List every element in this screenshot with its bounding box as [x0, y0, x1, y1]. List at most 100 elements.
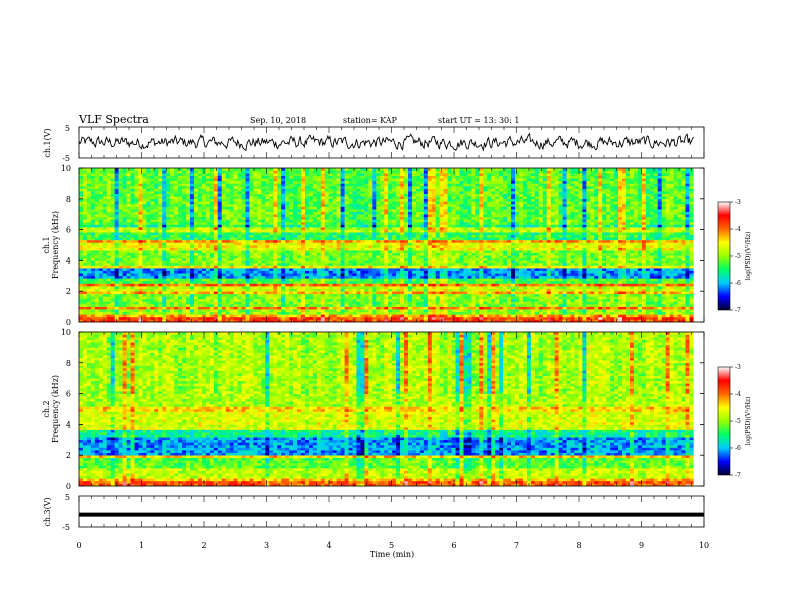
- spectrogram-cell: [392, 245, 397, 248]
- spectrogram-cell: [443, 283, 448, 287]
- spectrogram-cell: [90, 283, 96, 287]
- spectrogram-cell: [304, 301, 310, 305]
- spectrogram-cell: [419, 268, 425, 271]
- spectrogram-cell: [590, 273, 595, 277]
- spectrogram-cell: [265, 273, 270, 277]
- spectrogram-cell: [217, 304, 222, 307]
- spectrogram-cell: [344, 280, 349, 284]
- spectrogram-cell: [142, 291, 147, 295]
- spectrogram-cell: [594, 293, 599, 297]
- spectrogram-cell: [594, 316, 599, 320]
- spectrogram-cell: [249, 270, 254, 274]
- spectrogram-cell: [645, 293, 651, 297]
- spectrogram-cell: [217, 309, 222, 313]
- spectrogram-cell: [348, 273, 353, 277]
- spectrogram-cell: [677, 268, 682, 271]
- spectrogram-cell: [205, 265, 211, 269]
- spectrogram-cell: [340, 314, 345, 318]
- spectrogram-cell: [657, 301, 662, 305]
- spectrogram-cell: [320, 250, 326, 253]
- spectrogram-cell: [388, 298, 393, 302]
- spectrogram-cell: [170, 311, 175, 315]
- spectrogram-cell: [491, 286, 496, 289]
- spectrogram-cell: [79, 270, 84, 274]
- spectrogram-cell: [415, 268, 421, 271]
- spectrogram-cell: [542, 262, 548, 266]
- spectrogram-cell: [649, 291, 655, 295]
- spectrogram-cell: [174, 293, 179, 297]
- spectrogram-cell: [372, 286, 377, 289]
- spectrogram-cell: [98, 278, 104, 282]
- spectrogram-cell: [245, 275, 250, 279]
- spectrogram-cell: [328, 257, 333, 261]
- spectrogram-cell: [241, 260, 246, 264]
- spectrogram-cell: [625, 309, 631, 313]
- spectrogram-cell: [174, 268, 179, 271]
- spectrogram-cell: [602, 280, 607, 284]
- spectrogram-cell: [546, 296, 551, 300]
- spectrogram-cell: [610, 242, 615, 246]
- spectrogram-cell: [610, 247, 615, 251]
- spectrogram-cell: [348, 257, 353, 261]
- spectrogram-cell: [518, 319, 524, 323]
- spectrogram-cell: [79, 304, 84, 307]
- spectrogram-cell: [522, 296, 528, 300]
- spectrogram-cell: [178, 252, 183, 256]
- spectrogram-cell: [166, 252, 171, 256]
- spectrogram-cell: [522, 311, 528, 315]
- spectrogram-cell: [281, 247, 286, 251]
- spectrogram-cell: [554, 268, 559, 271]
- spectrogram-cell: [340, 304, 345, 307]
- spectrogram-cell: [518, 316, 524, 320]
- spectrogram-cell: [229, 265, 234, 269]
- spectrogram-cell: [522, 301, 528, 305]
- spectrogram-cell: [174, 316, 179, 320]
- spectrogram-cell: [293, 286, 298, 289]
- spectrogram-cell: [328, 298, 333, 302]
- spectrogram-cell: [677, 255, 682, 259]
- spectrogram-cell: [114, 255, 119, 259]
- spectrogram-cell: [94, 286, 100, 289]
- spectrogram-cell: [281, 273, 286, 277]
- spectrogram-cell: [491, 270, 496, 274]
- spectrogram-cell: [475, 316, 480, 320]
- spectrogram-cell: [681, 288, 686, 292]
- spectrogram-cell: [360, 278, 365, 282]
- spectrogram-cell: [90, 268, 96, 271]
- spectrogram-cell: [249, 314, 254, 318]
- spectrogram-cell: [316, 306, 322, 310]
- spectrogram-cell: [515, 291, 520, 295]
- spectrogram-cell: [197, 288, 203, 292]
- spectrogram-cell: [546, 247, 551, 251]
- spectrogram-cell: [641, 255, 647, 259]
- spectrogram-cell: [534, 275, 540, 279]
- spectrogram-cell: [166, 301, 171, 305]
- spectrogram-cell: [134, 273, 139, 277]
- spectrogram-cell: [154, 283, 159, 287]
- spectrogram-cell: [419, 291, 425, 295]
- spectrogram-cell: [178, 291, 183, 295]
- spectrogram-cell: [98, 316, 104, 320]
- spectrogram-cell: [598, 319, 603, 323]
- spectrogram-cell: [205, 304, 211, 307]
- spectrogram-cell: [423, 262, 429, 266]
- spectrogram-cell: [328, 309, 333, 313]
- spectrogram-cell: [669, 265, 674, 269]
- spectrogram-cell: [225, 311, 230, 315]
- spectrogram-cell: [102, 278, 108, 282]
- spectrogram-cell: [79, 257, 84, 261]
- spectrogram-cell: [455, 268, 460, 271]
- spectrogram-cell: [312, 288, 318, 292]
- spectrogram-cell: [653, 252, 658, 256]
- spectrogram-cell: [293, 239, 298, 243]
- spectrogram-cell: [618, 239, 623, 243]
- spectrogram-cell: [289, 255, 294, 259]
- spectrogram-cell: [277, 296, 282, 300]
- spectrogram-cell: [443, 298, 448, 302]
- spectrogram-cell: [110, 237, 115, 241]
- spectrogram-cell: [293, 278, 298, 282]
- spectrogram-cell: [201, 293, 207, 297]
- spectrogram-cell: [542, 242, 548, 246]
- spectrogram-cell: [590, 301, 595, 305]
- spectrogram-cell: [645, 255, 651, 259]
